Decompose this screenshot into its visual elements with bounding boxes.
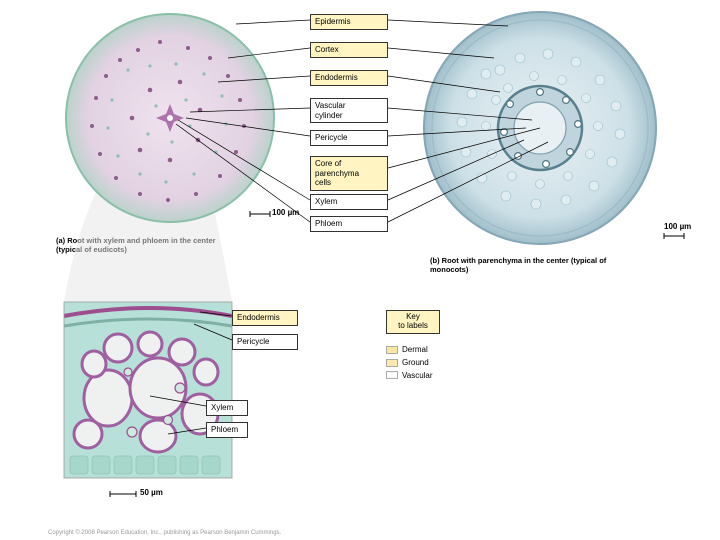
zoom-cone	[64, 100, 232, 302]
label-vascular-cylinder: Vascular cylinder	[310, 98, 388, 123]
label-pericycle-2: Pericycle	[232, 334, 298, 350]
label-endodermis-2: Endodermis	[232, 310, 298, 326]
key-legend: Dermal Ground Vascular	[386, 344, 433, 382]
label-epidermis: Epidermis	[310, 14, 388, 30]
label-pericycle: Pericycle	[310, 130, 388, 146]
label-endodermis: Endodermis	[310, 70, 388, 86]
scale-bottom: 50 µm	[140, 488, 163, 497]
eudicot-root-micrograph	[66, 14, 274, 222]
key-title: Key to labels	[386, 310, 440, 334]
label-phloem: Phloem	[310, 216, 388, 232]
label-cortex: Cortex	[310, 42, 388, 58]
key-label-dermal: Dermal	[402, 345, 428, 354]
scale-right-top: 100 µm	[664, 222, 691, 231]
swatch-ground	[386, 359, 398, 367]
label-core-parenchyma: Core of parenchyma cells	[310, 156, 388, 191]
swatch-dermal	[386, 346, 398, 354]
key-label-ground: Ground	[402, 358, 429, 367]
key-label-vascular: Vascular	[402, 371, 433, 380]
caption-a: (a) Root with xylem and phloem in the ce…	[56, 236, 266, 254]
label-phloem-2: Phloem	[206, 422, 248, 438]
swatch-vascular	[386, 371, 398, 379]
label-xylem: Xylem	[310, 194, 388, 210]
detail-micrograph	[64, 302, 232, 478]
scale-left-top: 100 µm	[272, 208, 299, 217]
label-xylem-2: Xylem	[206, 400, 248, 416]
copyright-text: Copyright © 2008 Pearson Education, Inc.…	[48, 530, 281, 536]
caption-b: (b) Root with parenchyma in the center (…	[430, 256, 690, 274]
monocot-root-micrograph	[424, 12, 656, 244]
